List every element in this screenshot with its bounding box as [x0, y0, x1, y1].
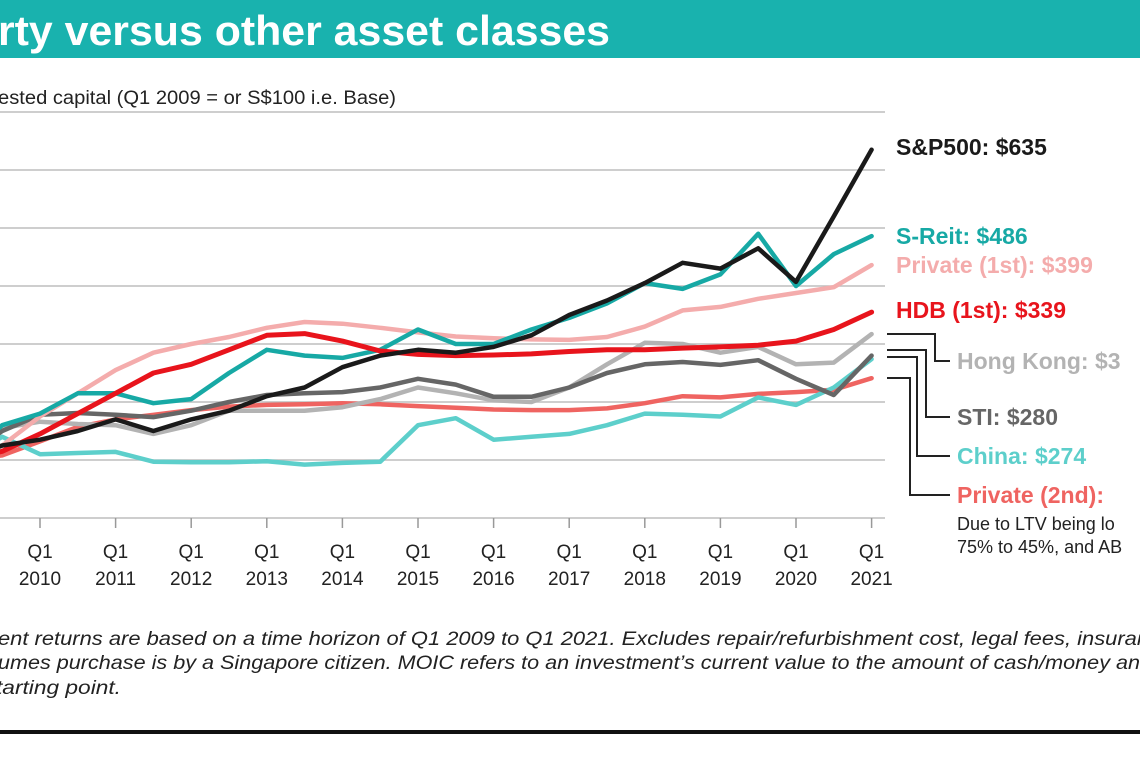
- chart-subtitle: ested capital (Q1 2009 = or S$100 i.e. B…: [0, 88, 396, 109]
- x-tick-year: 2018: [624, 569, 666, 590]
- x-tick-year: 2021: [850, 569, 892, 590]
- chart-title: rty versus other asset classes: [0, 7, 610, 54]
- x-tick-quarter: Q1: [859, 542, 884, 563]
- x-tick-year: 2017: [548, 569, 590, 590]
- series-line-private-1st: [0, 262, 874, 449]
- label-sti: STI: $280: [957, 404, 1058, 430]
- x-tick-year: 2014: [321, 569, 364, 590]
- x-tick-quarter: Q1: [179, 542, 204, 563]
- x-tick-quarter: Q1: [254, 542, 279, 563]
- label-sp500: S&P500: $635: [896, 134, 1047, 160]
- label-china: China: $274: [957, 443, 1086, 469]
- x-tick-quarter: Q1: [632, 542, 657, 563]
- series-line-sti: [0, 353, 874, 436]
- x-tick-quarter: Q1: [783, 542, 808, 563]
- bottom-rule: [0, 730, 1140, 734]
- footnote-line-2: umes purchase is by a Singapore citizen.…: [0, 653, 1140, 674]
- series-line-hong-kong: [0, 331, 874, 437]
- x-tick-year: 2012: [170, 569, 212, 590]
- x-tick-quarter: Q1: [27, 542, 52, 563]
- footnote-line-3: tarting point.: [0, 678, 121, 699]
- label-hdb-1st: HDB (1st): $339: [896, 297, 1066, 323]
- x-tick-year: 2011: [95, 569, 136, 590]
- title-band: [0, 0, 1140, 58]
- label-s-reit: S-Reit: $486: [896, 223, 1028, 249]
- annotation-line-1: Due to LTV being lo: [957, 514, 1115, 534]
- label-connectors: [887, 333, 950, 496]
- label-private-2nd: Private (2nd):: [957, 482, 1104, 508]
- x-tick-year: 2013: [246, 569, 288, 590]
- series-lines: [0, 147, 875, 467]
- label-hong-kong: Hong Kong: $3: [957, 348, 1121, 374]
- x-tick-quarter: Q1: [708, 542, 733, 563]
- x-tick-quarter: Q1: [481, 542, 506, 563]
- x-tick-year: 2020: [775, 569, 817, 590]
- series-line-china: [0, 356, 874, 467]
- series-line-s-p500: [0, 147, 874, 449]
- x-tick-year: 2015: [397, 569, 439, 590]
- x-tick-year: 2019: [699, 569, 741, 590]
- series-line-hdb-1st: [0, 309, 875, 455]
- x-axis: Q1 2010 Q1 2011 Q1 2012 Q1 2013 Q1 2014 Q1 2015 Q1 20…: [19, 518, 893, 590]
- annotation-line-2: 75% to 45%, and AB: [957, 537, 1122, 557]
- x-tick-quarter: Q1: [103, 542, 128, 563]
- connector-line: [887, 333, 950, 362]
- footnote-line-1: ent returns are based on a time horizon …: [0, 629, 1140, 650]
- label-private-1st: Private (1st): $399: [896, 252, 1093, 278]
- connector-line: [887, 356, 950, 457]
- connector-line: [887, 349, 950, 418]
- x-tick-year: 2010: [19, 569, 61, 590]
- x-tick-quarter: Q1: [330, 542, 355, 563]
- connector-line: [887, 377, 950, 496]
- x-tick-quarter: Q1: [405, 542, 430, 563]
- x-tick-year: 2016: [472, 569, 514, 590]
- x-tick-quarter: Q1: [557, 542, 582, 563]
